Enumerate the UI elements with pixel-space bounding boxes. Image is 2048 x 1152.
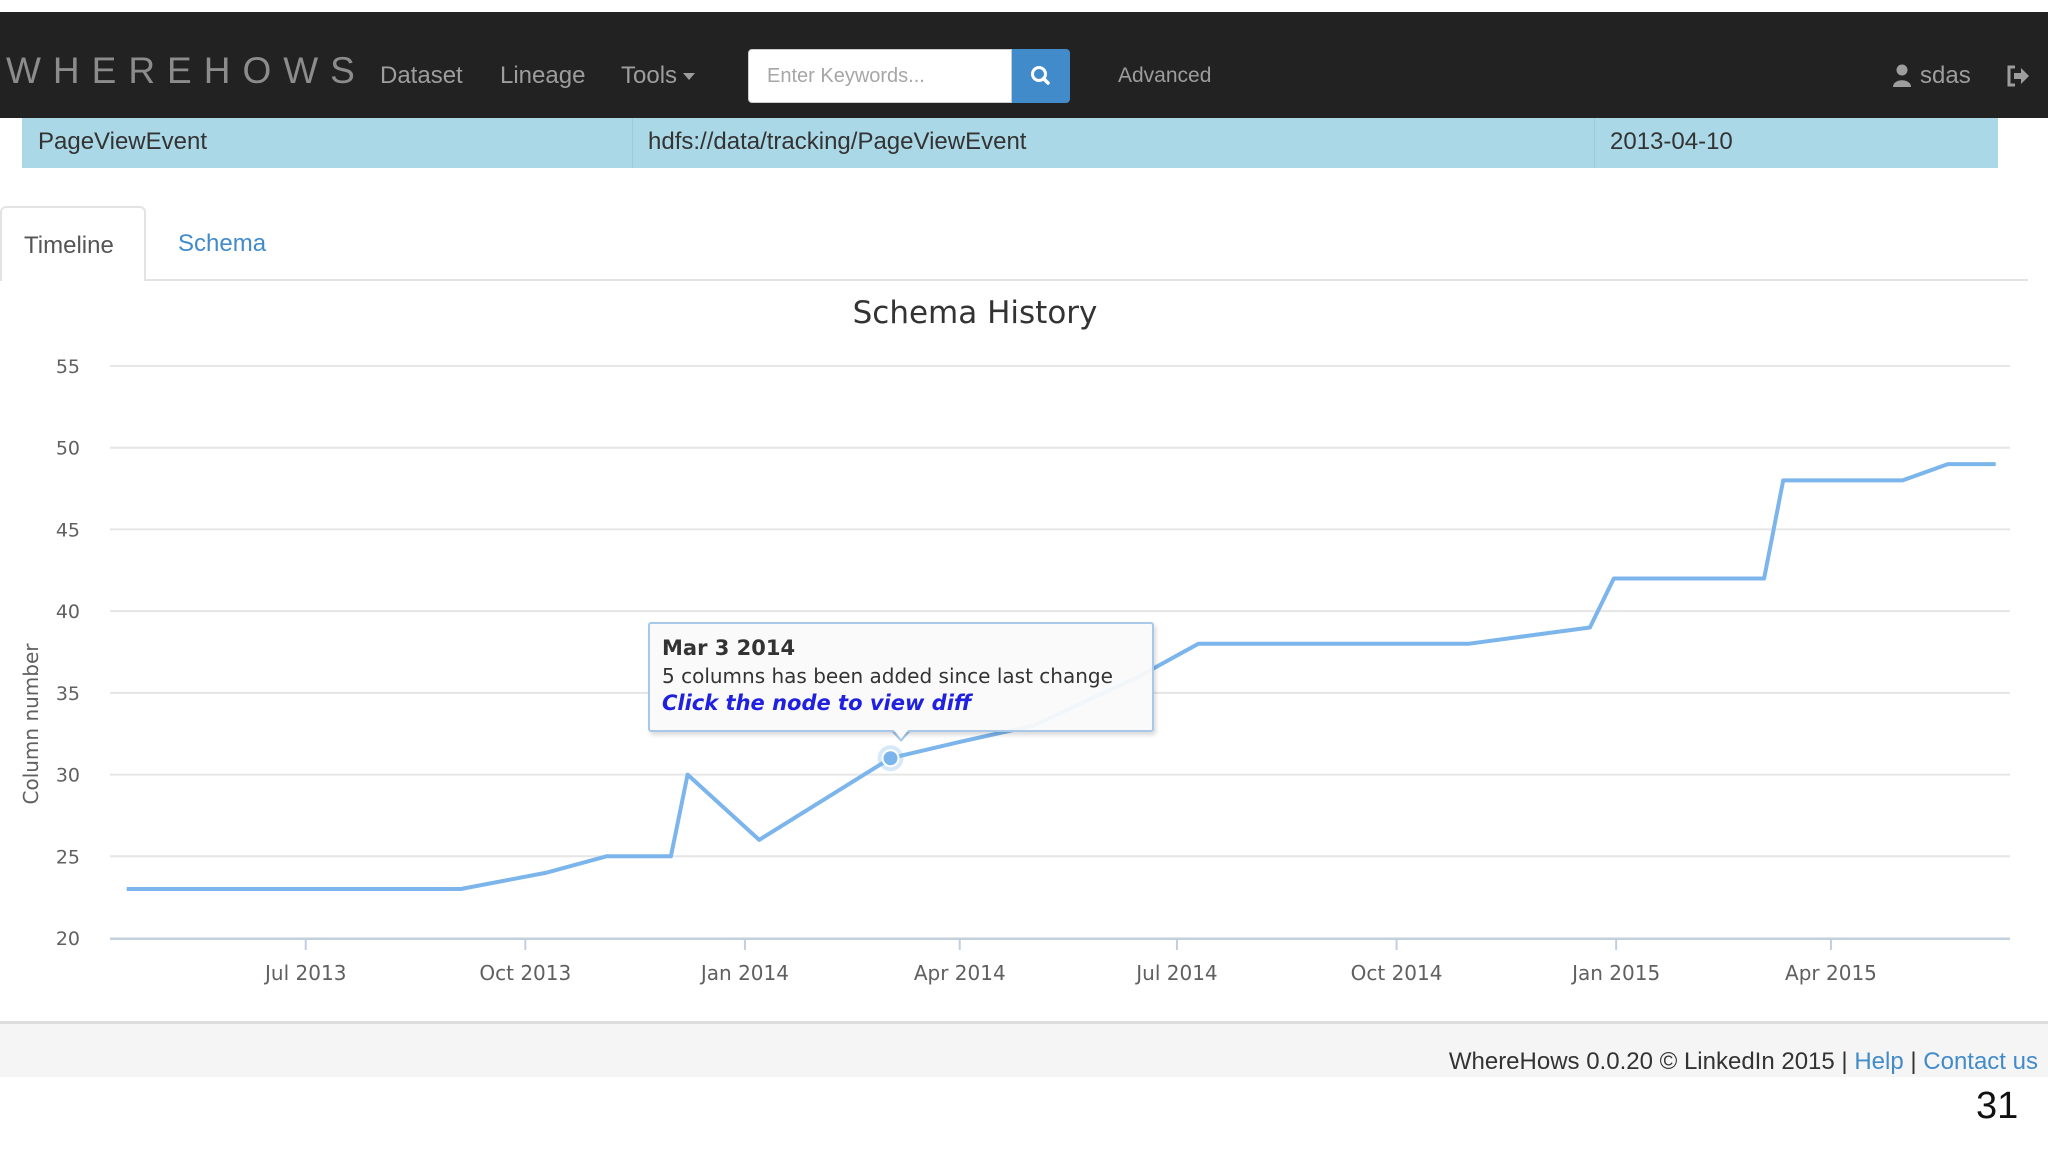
footer-text-line: WhereHows 0.0.20 © LinkedIn 2015 | Help … <box>1449 1048 2038 1076</box>
search-button[interactable] <box>1012 49 1070 103</box>
highlighted-data-point[interactable] <box>881 749 900 768</box>
y-tick-label: 20 <box>56 928 80 950</box>
tab-timeline[interactable]: Timeline <box>0 206 146 281</box>
chart-tooltip: Mar 3 2014 5 columns has been added sinc… <box>648 622 1154 732</box>
tabs-divider <box>0 279 2028 281</box>
footer-copyright: WhereHows 0.0.20 © LinkedIn 2015 | <box>1448 1048 1848 1075</box>
x-tick-label: Oct 2013 <box>479 961 571 985</box>
tooltip-date: Mar 3 2014 <box>662 636 796 660</box>
y-tick-label: 30 <box>56 765 80 787</box>
advanced-search-link[interactable]: Advanced <box>1118 64 1212 87</box>
tab-timeline-label: Timeline <box>24 232 114 259</box>
dataset-row[interactable]: PageViewEvent hdfs://data/tracking/PageV… <box>22 118 1998 168</box>
nav-tools-label: Tools <box>621 62 678 89</box>
dataset-path: hdfs://data/tracking/PageViewEvent <box>648 128 1027 155</box>
tab-schema-label: Schema <box>178 230 267 257</box>
navbar: WHEREHOWS Dataset Lineage Tools Advanced… <box>0 12 2048 118</box>
x-tick-label: Jul 2013 <box>263 961 346 985</box>
tooltip-diff-link[interactable]: Click the node to view diff <box>662 691 972 715</box>
tooltip-message: 5 columns has been added since last chan… <box>662 664 1113 688</box>
search-input[interactable] <box>748 49 1012 103</box>
nav-dataset[interactable]: Dataset <box>380 62 463 89</box>
y-tick-label: 40 <box>56 601 80 623</box>
brand-logo[interactable]: WHEREHOWS <box>6 50 367 91</box>
dataset-date: 2013-04-10 <box>1610 128 1733 155</box>
search-icon <box>1031 66 1050 85</box>
y-tick-label: 45 <box>56 519 80 541</box>
chart-title: Schema History <box>853 295 1098 331</box>
cell-divider <box>632 118 633 168</box>
logout-icon[interactable] <box>2006 65 2030 87</box>
y-tick-label: 50 <box>56 438 80 460</box>
tab-schema[interactable]: Schema <box>148 206 298 279</box>
footer: WhereHows 0.0.20 © LinkedIn 2015 | Help … <box>0 1021 2048 1077</box>
y-tick-label: 25 <box>56 846 80 868</box>
y-axis-label: Column number <box>19 643 43 805</box>
x-tick-label: Apr 2015 <box>1785 961 1877 985</box>
x-tick-label: Jan 2015 <box>1570 961 1660 985</box>
dataset-name: PageViewEvent <box>38 128 208 155</box>
help-link[interactable]: Help <box>1854 1048 1904 1075</box>
x-tick-label: Oct 2014 <box>1351 961 1443 985</box>
slide-page-number: 31 <box>1976 1085 2019 1127</box>
x-tick-label: Jul 2014 <box>1134 961 1217 985</box>
y-tick-label: 35 <box>56 683 80 705</box>
y-tick-label: 55 <box>56 356 80 378</box>
x-tick-label: Apr 2014 <box>914 961 1006 985</box>
user-menu[interactable]: sdas <box>1920 62 1971 89</box>
footer-separator: | <box>1910 1048 1917 1075</box>
tooltip-arrow-fill <box>893 729 909 739</box>
user-icon <box>1893 64 1911 87</box>
nav-lineage[interactable]: Lineage <box>500 62 586 89</box>
cell-divider <box>1594 118 1595 168</box>
chevron-down-icon <box>683 73 696 81</box>
nav-tools-dropdown[interactable]: Tools <box>621 62 696 90</box>
x-tick-label: Jan 2014 <box>699 961 789 985</box>
contact-link[interactable]: Contact us <box>1923 1048 2038 1075</box>
